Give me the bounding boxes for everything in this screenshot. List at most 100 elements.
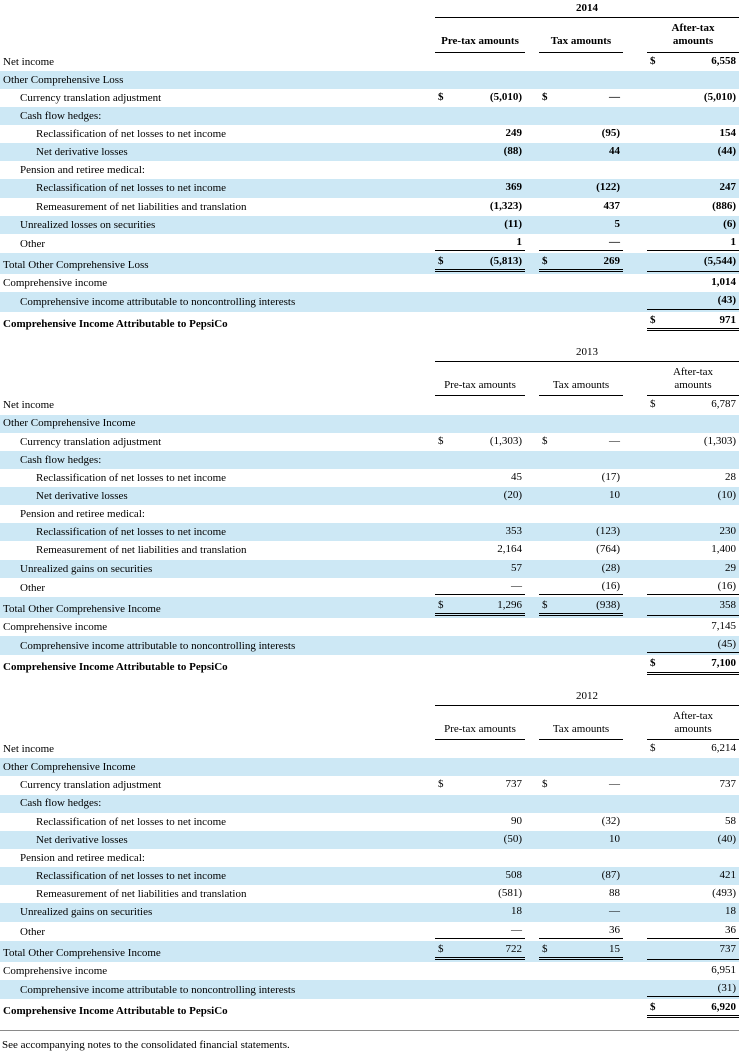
tax-amount-cell: [539, 73, 623, 87]
amount-value: 2,164: [497, 543, 522, 556]
aftertax-amount-cell: $6,920: [647, 1001, 739, 1019]
aftertax-amount-cell: (45): [647, 638, 739, 654]
amount-value: 358: [719, 598, 737, 611]
pretax-amount-cell: [435, 294, 525, 309]
amount-value: 1,400: [711, 543, 736, 556]
aftertax-amount-cell: $971: [647, 314, 739, 331]
pretax-amount-cell: $ (1,303): [435, 435, 525, 449]
currency-symbol: $: [650, 1001, 656, 1014]
amount-value: (16): [601, 579, 620, 592]
tax-amount-cell: 10: [539, 833, 623, 847]
pretax-amount-cell: [435, 398, 525, 412]
tax-amount-cell: (17): [539, 471, 623, 485]
statement-table-2013: 2013 Pre-tax amounts Tax amounts After-tax …: [0, 346, 739, 677]
amount-value: 44: [609, 145, 620, 158]
pretax-amount-cell: [435, 55, 525, 69]
amount-value: 7,100: [711, 657, 736, 670]
aftertax-amount-cell: 154: [647, 127, 739, 141]
amount-value: (1,303): [489, 434, 522, 447]
table-row: Cash flow hedges:: [0, 794, 739, 813]
amount-value: 154: [719, 126, 737, 139]
amount-value: 722: [505, 942, 523, 955]
amount-value: 437: [603, 199, 621, 212]
aftertax-amount-cell: [647, 851, 739, 865]
currency-symbol: $: [438, 598, 444, 611]
row-label: Comprehensive income attributable to non…: [20, 296, 296, 309]
aftertax-amount-cell: 18: [647, 905, 739, 919]
aftertax-amount-cell: [647, 417, 739, 431]
aftertax-amount-cell: [647, 73, 739, 87]
aftertax-amount-cell: [647, 109, 739, 123]
pretax-amount-cell: 57: [435, 562, 525, 576]
row-label: Net income: [3, 55, 55, 68]
tax-amount-cell: $ (938): [539, 599, 623, 617]
amount-value: (5,010): [489, 90, 522, 103]
table-row: Net derivative losses (88) 44 (44): [0, 143, 739, 162]
aftertax-amount-cell: (31): [647, 982, 739, 998]
row-label: Other Comprehensive Loss: [3, 73, 124, 86]
tax-amount-cell: 10: [539, 489, 623, 503]
column-header: After-tax amounts: [647, 709, 739, 741]
table-row: Net income $6,214: [0, 740, 739, 758]
pretax-amount-cell: 45: [435, 471, 525, 485]
table-row: Total Other Comprehensive Loss $ (5,813) $2…: [0, 253, 739, 275]
tax-amount-cell: [539, 453, 623, 467]
table-row: Currency translation adjustment $ (5,010) $…: [0, 89, 739, 107]
row-label: Total Other Comprehensive Income: [3, 946, 161, 959]
column-header-label: Pre-tax amounts: [441, 35, 519, 48]
tax-amount-cell: $ —: [539, 778, 623, 792]
table-row: Unrealized gains on securities 57 (28) 29: [0, 559, 739, 578]
pretax-amount-cell: [435, 851, 525, 865]
table-row: Comprehensive income 6,951: [0, 962, 739, 980]
aftertax-amount-cell: 6,951: [647, 964, 739, 978]
tax-amount-cell: $269: [539, 255, 623, 273]
statement-tables: 2014 Pre-tax amounts Tax amounts After-tax …: [0, 2, 739, 1020]
tax-amount-cell: [539, 1001, 623, 1018]
amount-value: 58: [725, 814, 736, 827]
table-row: Reclassification of net losses to net in…: [0, 469, 739, 487]
column-header: After-tax amounts: [647, 365, 739, 397]
aftertax-amount-cell: 58: [647, 815, 739, 829]
amount-value: —: [609, 90, 620, 103]
amount-value: —: [609, 778, 620, 791]
row-label: Comprehensive Income Attributable to Pep…: [3, 661, 228, 674]
amount-value: 1: [516, 235, 523, 248]
pretax-amount-cell: 90: [435, 815, 525, 829]
amount-value: 36: [609, 923, 620, 936]
currency-symbol: $: [542, 778, 548, 791]
pretax-amount-cell: (88): [435, 145, 525, 159]
amount-value: 737: [719, 778, 737, 791]
column-header-label: After-tax amounts: [672, 709, 714, 735]
table-row: Total Other Comprehensive Income $1,296 $(…: [0, 596, 739, 619]
tax-amount-cell: $15: [539, 943, 623, 960]
tax-amount-cell: [539, 314, 623, 331]
tax-amount-cell: [539, 657, 623, 674]
year-header-row: 2012: [0, 690, 739, 706]
amount-value: —: [511, 579, 522, 592]
row-label: Total Other Comprehensive Income: [3, 602, 161, 615]
column-header: Pre-tax amounts: [435, 21, 525, 53]
aftertax-amount-cell: 737: [647, 943, 739, 960]
amount-value: (6): [723, 217, 736, 230]
column-header: Pre-tax amounts: [435, 709, 525, 741]
amount-value: 88: [609, 887, 620, 900]
column-header: After-tax amounts: [647, 21, 739, 53]
pretax-amount-cell: [435, 109, 525, 123]
amount-value: (43): [717, 294, 736, 307]
aftertax-amount-cell: 1: [647, 236, 739, 252]
aftertax-amount-cell: 247: [647, 181, 739, 195]
amount-value: (5,010): [703, 90, 736, 103]
table-row: Other Comprehensive Income: [0, 414, 739, 433]
tax-amount-cell: (95): [539, 127, 623, 141]
table-row: Remeasurement of net liabilities and tra…: [0, 198, 739, 216]
table-row: Other — (16) (16): [0, 578, 739, 597]
amount-value: 269: [603, 255, 621, 268]
currency-symbol: $: [438, 942, 444, 955]
row-label: Pension and retiree medical:: [20, 851, 145, 864]
column-header: Pre-tax amounts: [435, 365, 525, 397]
row-label: Comprehensive income attributable to non…: [20, 984, 296, 997]
pretax-amount-cell: (1,323): [435, 200, 525, 214]
row-label: Cash flow hedges:: [20, 797, 102, 810]
aftertax-amount-cell: 737: [647, 778, 739, 792]
table-row: Currency translation adjustment $ (1,303) $…: [0, 433, 739, 451]
